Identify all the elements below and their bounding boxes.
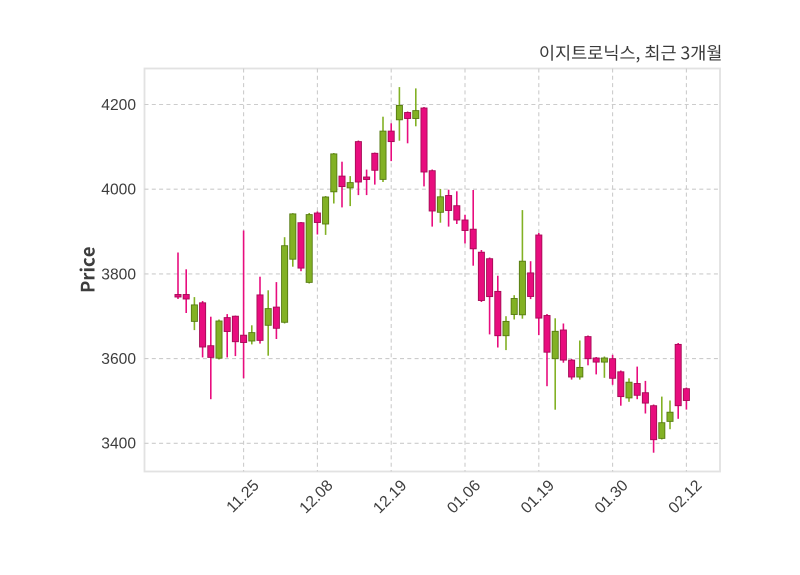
svg-text:3400: 3400 xyxy=(101,436,136,453)
svg-text:4000: 4000 xyxy=(101,182,136,199)
svg-text:3600: 3600 xyxy=(101,351,136,368)
svg-text:3800: 3800 xyxy=(101,266,136,283)
svg-text:4200: 4200 xyxy=(101,97,136,114)
